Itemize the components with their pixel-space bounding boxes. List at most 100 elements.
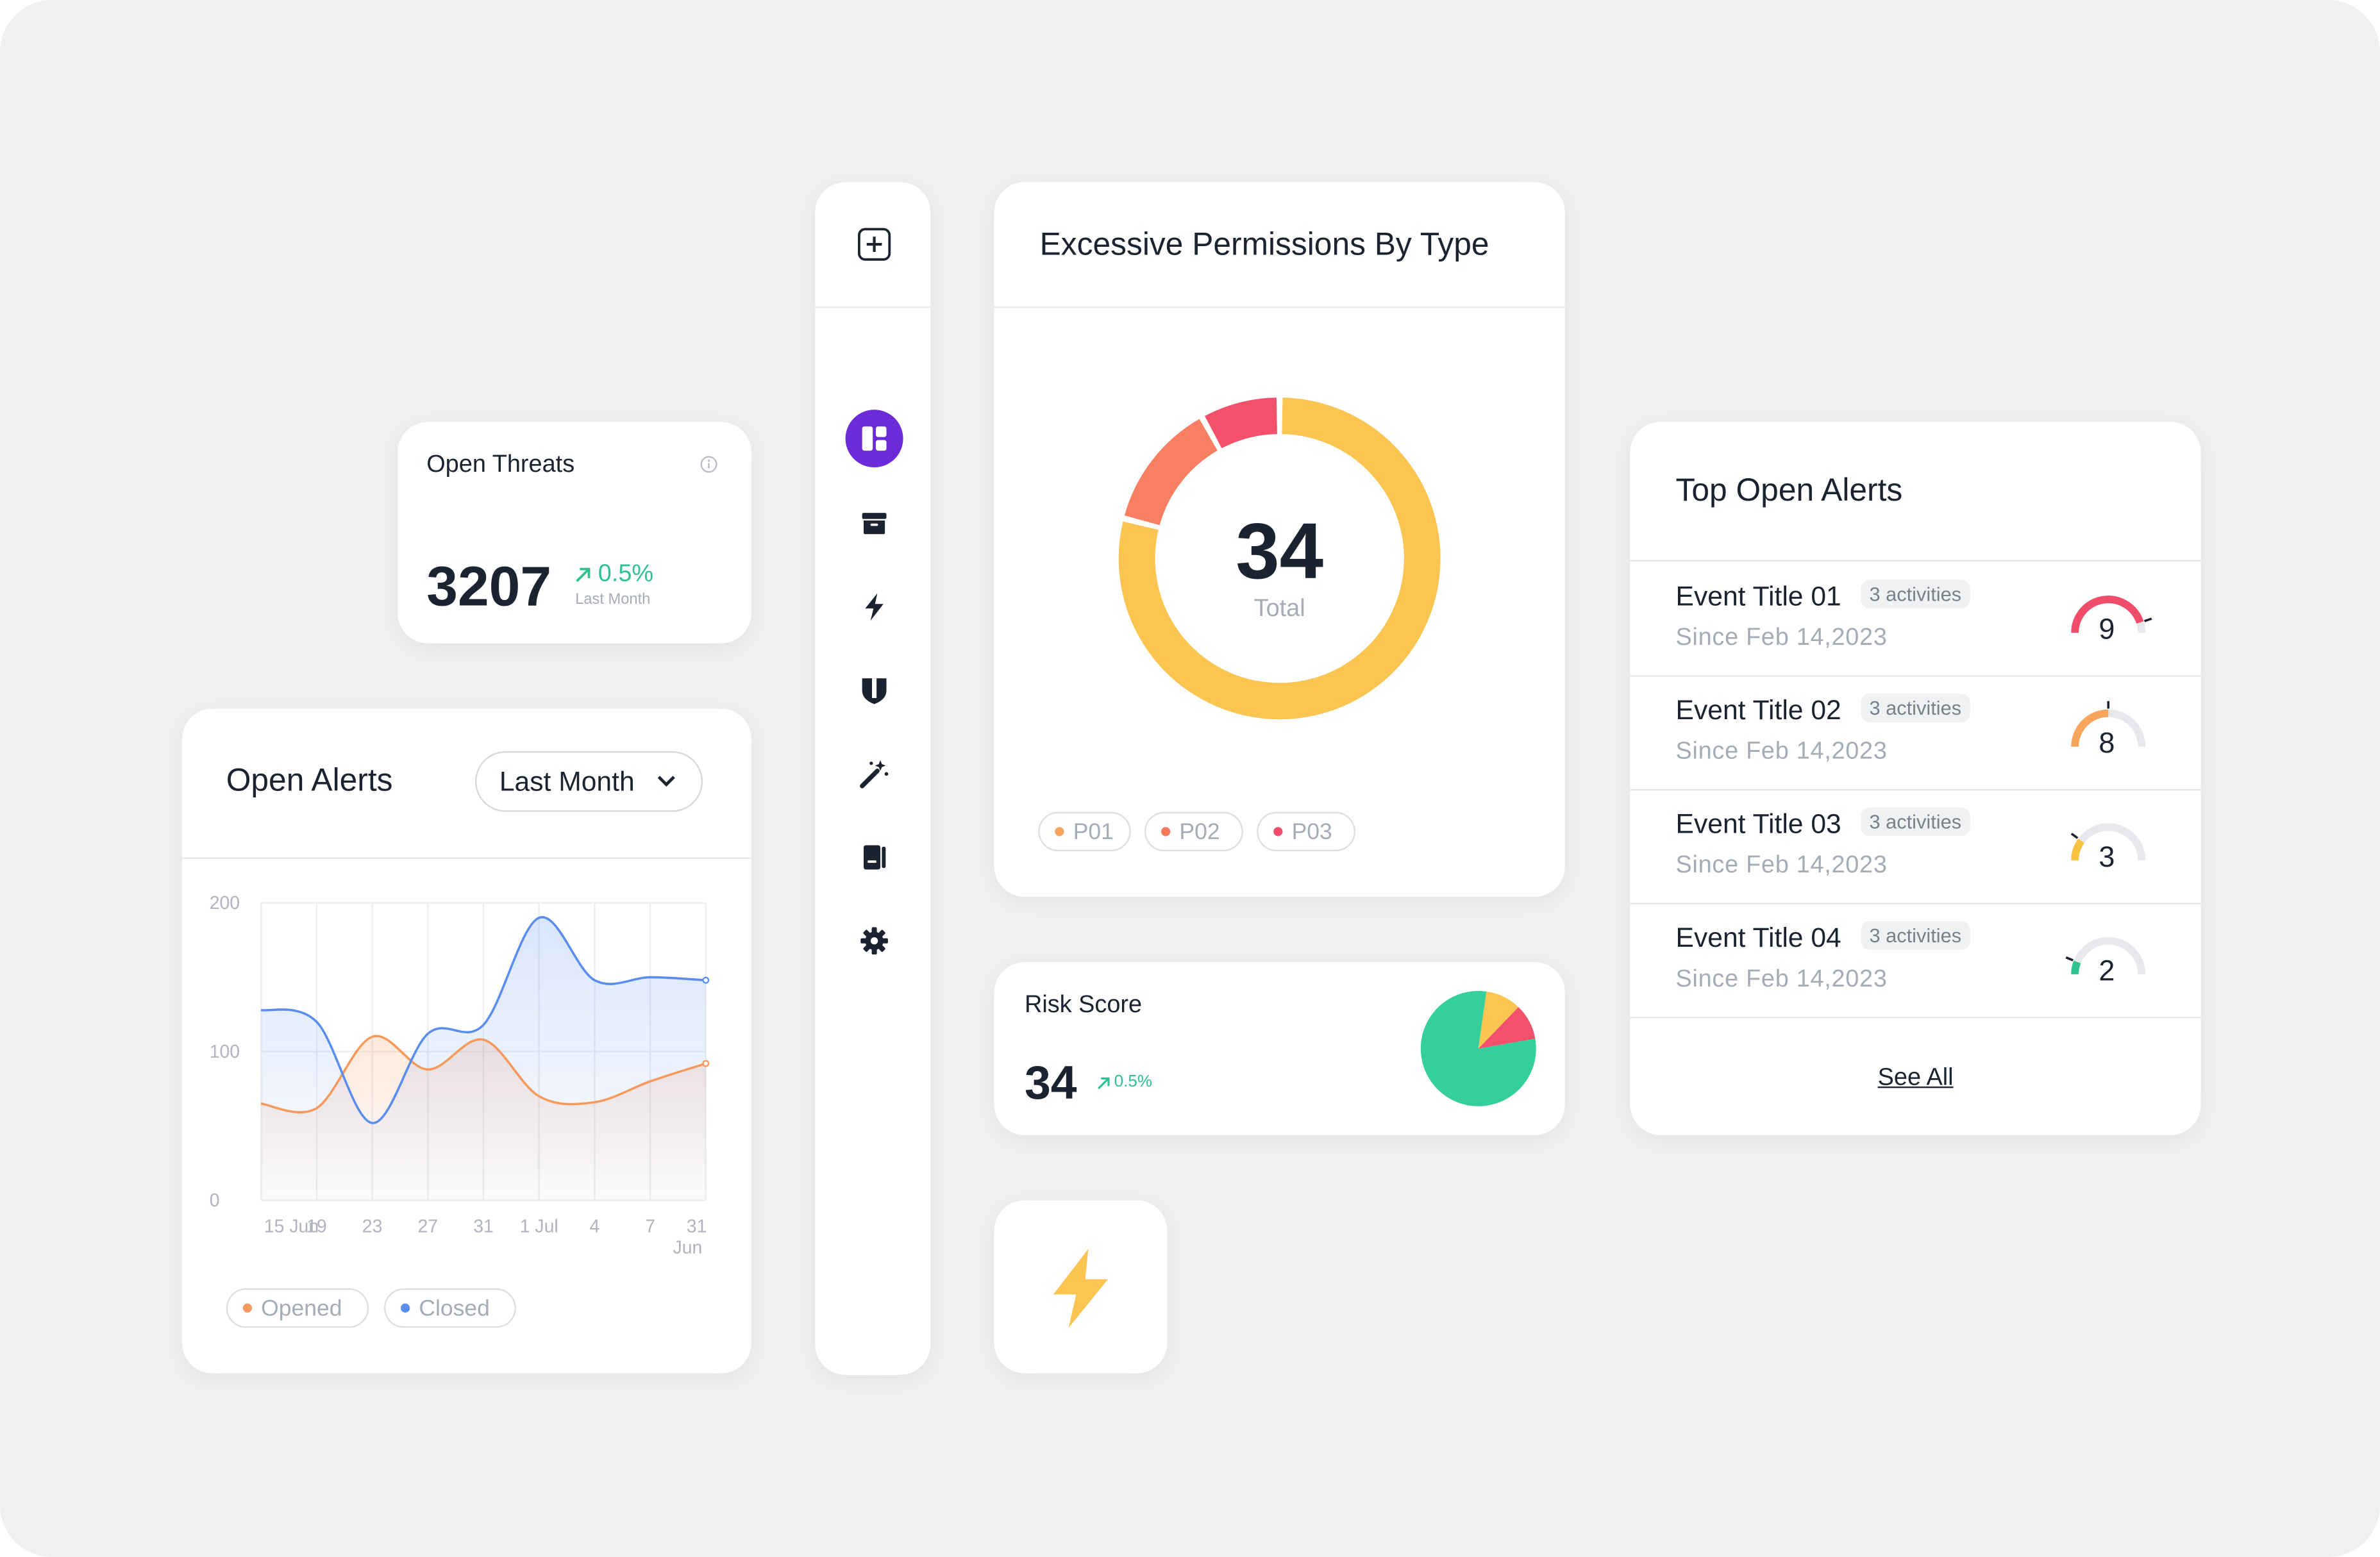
gauge-fill xyxy=(2071,960,2081,975)
risk-pie-slice-3 xyxy=(1478,1007,1536,1049)
legend-p03[interactable]: P03 xyxy=(1257,812,1356,852)
legend-closed-label: Closed xyxy=(419,1295,490,1321)
legend-closed-dot xyxy=(400,1303,410,1313)
x-tick-label: 19 xyxy=(306,1216,327,1236)
alert-row-header: Event Title 02 3 activities xyxy=(1675,693,1971,727)
sidebar-item-events[interactable] xyxy=(846,578,903,636)
alert-since: Since Feb 14,2023 xyxy=(1675,625,1888,651)
x-tick-label: 1 Jul xyxy=(520,1216,558,1236)
info-icon[interactable] xyxy=(700,455,717,473)
x-tick-label: 4 xyxy=(590,1216,600,1236)
plus-icon xyxy=(858,228,891,261)
y-tick-label: 100 xyxy=(210,1042,240,1062)
permissions-total-label: Total xyxy=(1253,596,1305,622)
alert-row[interactable]: Event Title 02 3 activities Since Feb 14… xyxy=(1630,677,2201,789)
alert-row[interactable]: Event Title 04 3 activities Since Feb 14… xyxy=(1630,904,2201,1017)
legend-p02[interactable]: P02 xyxy=(1144,812,1243,852)
add-button[interactable] xyxy=(846,215,903,273)
chevron-down-icon xyxy=(657,776,675,787)
risk-pie-slice-1 xyxy=(1420,990,1536,1106)
severity-gauge xyxy=(2071,595,2152,633)
sidebar-item-archive[interactable] xyxy=(846,495,903,553)
series-end-point xyxy=(702,1060,710,1067)
donut-slice-p03[interactable] xyxy=(1205,397,1278,449)
gauge-fill xyxy=(2071,595,2144,633)
severity-score: 8 xyxy=(2099,728,2115,761)
lightning-icon xyxy=(1053,1249,1109,1328)
gauge-fill xyxy=(2071,709,2109,747)
activities-badge: 3 activities xyxy=(1860,920,1971,950)
open-threats-change: 0.5% xyxy=(598,561,654,588)
sidebar-item-automation[interactable] xyxy=(846,745,903,803)
y-tick-label: 0 xyxy=(210,1190,220,1211)
risk-score-title: Risk Score xyxy=(1024,992,1143,1019)
series-line-closed xyxy=(260,916,706,1124)
activities-badge: 3 activities xyxy=(1860,807,1971,837)
severity-score: 2 xyxy=(2099,956,2115,988)
shield-icon xyxy=(862,678,887,704)
open-alerts-divider xyxy=(182,857,751,859)
sidebar xyxy=(815,182,931,1375)
sidebar-item-security[interactable] xyxy=(846,662,903,719)
alert-since: Since Feb 14,2023 xyxy=(1675,853,1888,879)
legend-p01-dot xyxy=(1055,827,1064,837)
sidebar-item-settings[interactable] xyxy=(846,912,903,970)
row-divider xyxy=(1630,1017,2201,1019)
legend-p03-dot xyxy=(1273,827,1283,837)
alert-row[interactable]: Event Title 03 3 activities Since Feb 14… xyxy=(1630,790,2201,903)
legend-opened[interactable]: Opened xyxy=(226,1288,369,1328)
gauge-track xyxy=(2071,937,2146,975)
open-threats-card: Open Threats 3207 0.5% Last Month xyxy=(398,422,751,644)
alert-title: Event Title 03 xyxy=(1675,808,1841,840)
alert-title: Event Title 01 xyxy=(1675,581,1841,612)
gauge-fill xyxy=(2071,838,2085,861)
x-tick-label: 7 xyxy=(645,1216,655,1236)
open-threats-title: Open Threats xyxy=(426,452,575,478)
gauge-needle xyxy=(2065,956,2074,962)
alert-since: Since Feb 14,2023 xyxy=(1675,967,1888,993)
alert-title: Event Title 02 xyxy=(1675,695,1841,726)
sidebar-divider xyxy=(815,306,931,308)
open-threats-value: 3207 xyxy=(426,555,552,618)
series-end-point xyxy=(702,976,710,984)
legend-p02-dot xyxy=(1161,827,1171,837)
permissions-card: Excessive Permissions By Type 34 Total P… xyxy=(994,182,1565,897)
lightning-tile[interactable] xyxy=(994,1200,1168,1374)
alert-row[interactable]: Event Title 01 3 activities Since Feb 14… xyxy=(1630,562,2201,676)
open-alerts-title: Open Alerts xyxy=(226,763,393,799)
severity-score: 3 xyxy=(2099,842,2115,874)
risk-score-change: 0.5% xyxy=(1114,1072,1153,1092)
donut-slice-p01[interactable] xyxy=(1118,397,1441,720)
row-divider xyxy=(1630,789,2201,791)
gauge-needle xyxy=(2070,833,2079,839)
row-divider xyxy=(1630,903,2201,904)
legend-opened-dot xyxy=(242,1303,252,1313)
permissions-total-value: 34 xyxy=(1236,508,1324,597)
alert-row-header: Event Title 01 3 activities xyxy=(1676,579,1971,613)
see-all-link[interactable]: See All xyxy=(1877,1065,1954,1092)
period-dropdown-value: Last Month xyxy=(499,766,635,797)
dashboard-icon xyxy=(862,426,887,451)
period-dropdown[interactable]: Last Month xyxy=(474,751,703,812)
donut-slice-p02[interactable] xyxy=(1124,419,1218,526)
legend-closed[interactable]: Closed xyxy=(383,1288,516,1328)
permissions-divider xyxy=(994,306,1565,308)
legend-p02-label: P02 xyxy=(1179,819,1220,845)
gear-icon xyxy=(860,927,888,955)
book-icon xyxy=(864,845,886,870)
sidebar-item-docs[interactable] xyxy=(846,829,903,887)
risk-score-pie-chart xyxy=(1420,990,1536,1106)
lightning-icon xyxy=(865,593,884,621)
sidebar-item-dashboard[interactable] xyxy=(845,410,903,468)
activities-badge: 3 activities xyxy=(1860,693,1971,722)
risk-pie-slice-2 xyxy=(1478,991,1519,1049)
legend-p01-label: P01 xyxy=(1073,819,1114,845)
alert-title: Event Title 04 xyxy=(1675,922,1841,953)
legend-p01[interactable]: P01 xyxy=(1038,812,1131,852)
alert-since: Since Feb 14,2023 xyxy=(1675,738,1888,765)
archive-icon xyxy=(862,513,887,535)
trend-up-icon xyxy=(576,567,591,583)
trend-up-icon xyxy=(1098,1077,1110,1090)
